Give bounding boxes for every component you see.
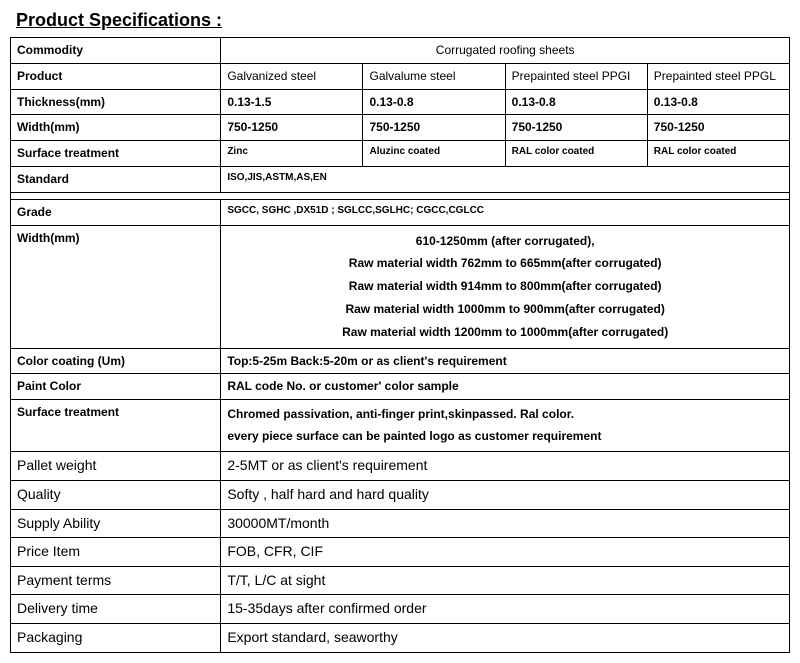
table-row: Thickness(mm) 0.13-1.5 0.13-0.8 0.13-0.8… <box>11 89 790 115</box>
cell-label: Color coating (Um) <box>11 348 221 374</box>
table-row: Quality Softy , half hard and hard quali… <box>11 480 790 509</box>
cell-label: Standard <box>11 166 221 192</box>
cell-value: Softy , half hard and hard quality <box>221 480 790 509</box>
cell-value: Chromed passivation, anti-finger print,s… <box>221 400 790 452</box>
table-row: Packaging Export standard, seaworthy <box>11 623 790 652</box>
cell-value: SGCC, SGHC ,DX51D ; SGLCC,SGLHC; CGCC,CG… <box>221 199 790 225</box>
cell-label: Paint Color <box>11 374 221 400</box>
cell-label: Delivery time <box>11 595 221 624</box>
cell-label: Width(mm) <box>11 225 221 348</box>
table-row: Price Item FOB, CFR, CIF <box>11 538 790 567</box>
cell-label: Product <box>11 63 221 89</box>
cell-value: 610-1250mm (after corrugated), Raw mater… <box>221 225 790 348</box>
spec-table: Commodity Corrugated roofing sheets Prod… <box>10 37 790 653</box>
cell-value: Top:5-25m Back:5-20m or as client's requ… <box>221 348 790 374</box>
cell-value: Aluzinc coated <box>363 141 505 167</box>
cell-label: Width(mm) <box>11 115 221 141</box>
cell-label: Price Item <box>11 538 221 567</box>
table-row: Delivery time 15-35days after confirmed … <box>11 595 790 624</box>
cell-label: Thickness(mm) <box>11 89 221 115</box>
table-row: Supply Ability 30000MT/month <box>11 509 790 538</box>
cell-label: Supply Ability <box>11 509 221 538</box>
cell-value: 0.13-0.8 <box>647 89 789 115</box>
width-line: Raw material width 762mm to 665mm(after … <box>227 252 783 275</box>
surface-line: Chromed passivation, anti-finger print,s… <box>227 404 783 426</box>
cell-value: 2-5MT or as client's requirement <box>221 452 790 481</box>
cell-value: RAL code No. or customer' color sample <box>221 374 790 400</box>
table-row: Grade SGCC, SGHC ,DX51D ; SGLCC,SGLHC; C… <box>11 199 790 225</box>
cell-value: 0.13-0.8 <box>505 89 647 115</box>
surface-line: every piece surface can be painted logo … <box>227 426 783 448</box>
cell-value: 750-1250 <box>505 115 647 141</box>
width-line: Raw material width 1200mm to 1000mm(afte… <box>227 321 783 344</box>
cell-label: Payment terms <box>11 566 221 595</box>
table-row: Surface treatment Chromed passivation, a… <box>11 400 790 452</box>
cell-value: 30000MT/month <box>221 509 790 538</box>
page-title: Product Specifications : <box>16 10 790 31</box>
table-row <box>11 192 790 199</box>
cell-label: Grade <box>11 199 221 225</box>
table-row: Width(mm) 750-1250 750-1250 750-1250 750… <box>11 115 790 141</box>
cell-label: Packaging <box>11 623 221 652</box>
cell-value: ISO,JIS,ASTM,AS,EN <box>221 166 790 192</box>
cell-value: 0.13-1.5 <box>221 89 363 115</box>
cell-value: Prepainted steel PPGL <box>647 63 789 89</box>
cell-value: 0.13-0.8 <box>363 89 505 115</box>
cell-value: Corrugated roofing sheets <box>221 38 790 64</box>
cell-value: Prepainted steel PPGI <box>505 63 647 89</box>
cell-value: 750-1250 <box>221 115 363 141</box>
width-line: 610-1250mm (after corrugated), <box>227 230 783 253</box>
width-line: Raw material width 1000mm to 900mm(after… <box>227 298 783 321</box>
cell-label: Pallet weight <box>11 452 221 481</box>
table-row: Paint Color RAL code No. or customer' co… <box>11 374 790 400</box>
cell-label: Quality <box>11 480 221 509</box>
table-row: Pallet weight 2-5MT or as client's requi… <box>11 452 790 481</box>
cell-value: Export standard, seaworthy <box>221 623 790 652</box>
cell-value: 15-35days after confirmed order <box>221 595 790 624</box>
table-row: Payment terms T/T, L/C at sight <box>11 566 790 595</box>
width-line: Raw material width 914mm to 800mm(after … <box>227 275 783 298</box>
spacer-row <box>11 192 790 199</box>
table-row: Standard ISO,JIS,ASTM,AS,EN <box>11 166 790 192</box>
table-row: Product Galvanized steel Galvalume steel… <box>11 63 790 89</box>
cell-label: Commodity <box>11 38 221 64</box>
cell-value: RAL color coated <box>505 141 647 167</box>
table-row: Commodity Corrugated roofing sheets <box>11 38 790 64</box>
table-row: Color coating (Um) Top:5-25m Back:5-20m … <box>11 348 790 374</box>
cell-value: T/T, L/C at sight <box>221 566 790 595</box>
cell-value: RAL color coated <box>647 141 789 167</box>
table-row: Width(mm) 610-1250mm (after corrugated),… <box>11 225 790 348</box>
cell-label: Surface treatment <box>11 141 221 167</box>
cell-value: Galvalume steel <box>363 63 505 89</box>
cell-value: FOB, CFR, CIF <box>221 538 790 567</box>
cell-value: Zinc <box>221 141 363 167</box>
cell-label: Surface treatment <box>11 400 221 452</box>
cell-value: 750-1250 <box>363 115 505 141</box>
table-row: Surface treatment Zinc Aluzinc coated RA… <box>11 141 790 167</box>
cell-value: 750-1250 <box>647 115 789 141</box>
cell-value: Galvanized steel <box>221 63 363 89</box>
